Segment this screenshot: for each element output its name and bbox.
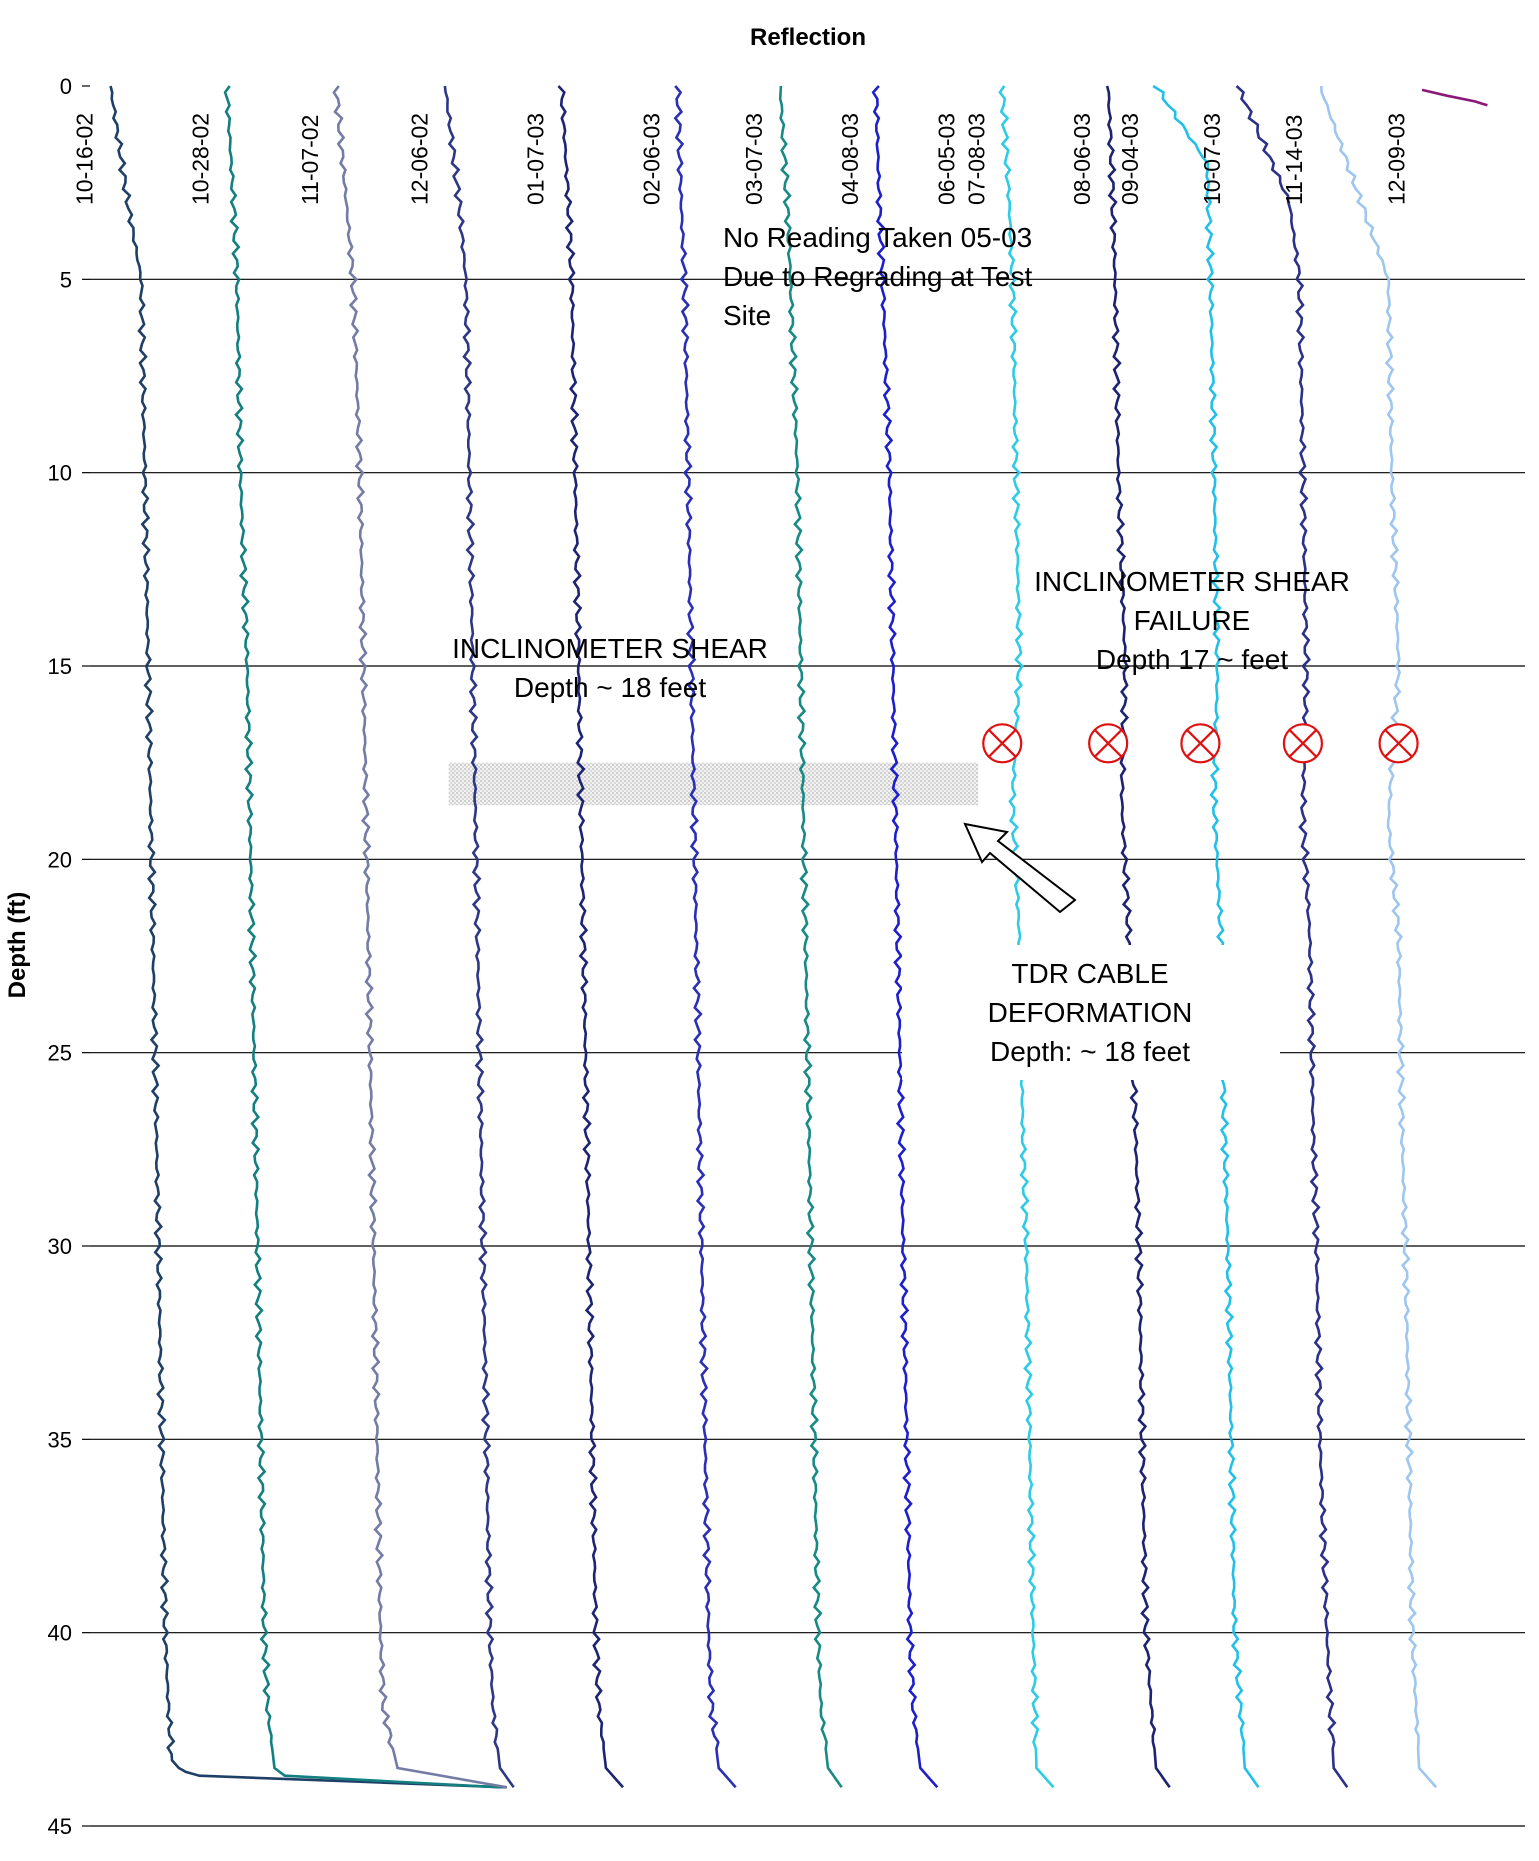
failure-marker-2 xyxy=(1088,723,1129,764)
y-tick-label-25: 25 xyxy=(48,1041,72,1066)
series-line-11-14-03 xyxy=(1320,85,1438,1789)
series-label-09-04-03: 09-04-03 xyxy=(1117,113,1143,205)
y-axis-ticks: 0 5 10 15 20 25 30 35 40 45 xyxy=(48,74,90,1839)
series-line-02-06-03 xyxy=(673,85,737,1789)
annotation-no-reading-line-2: Due to Regrading at Test xyxy=(723,261,1032,292)
series-line-03-07-03 xyxy=(778,85,843,1789)
annotation-inclinometer-shear-18: INCLINOMETER SHEAR Depth ~ 18 feet xyxy=(452,633,768,703)
series-labels: 10-16-02 10-28-02 11-07-02 12-06-02 01-07-03… xyxy=(72,113,1410,205)
annotation-no-reading-line-1: No Reading Taken 05-03 xyxy=(723,222,1032,253)
y-tick-label-20: 20 xyxy=(48,847,72,872)
annotation-shear-18-line-1: INCLINOMETER SHEAR xyxy=(452,633,768,664)
series-label-07-08-03: 07-08-03 xyxy=(963,113,989,205)
failure-marker-1 xyxy=(982,723,1023,764)
annotation-tdr-line-1: TDR CABLE xyxy=(1011,958,1168,989)
deformation-arrow xyxy=(963,822,1077,914)
y-tick-label-10: 10 xyxy=(48,461,72,486)
annotation-no-reading-line-3: Site xyxy=(723,300,771,331)
series-lines xyxy=(109,84,1488,1789)
y-tick-label-0: 0 xyxy=(60,74,72,99)
annotation-tdr-line-3: Depth: ~ 18 feet xyxy=(990,1036,1190,1067)
series-label-02-06-03: 02-06-03 xyxy=(639,113,665,205)
y-tick-label-35: 35 xyxy=(48,1427,72,1452)
y-tick-label-45: 45 xyxy=(48,1814,72,1839)
failure-marker-3 xyxy=(1180,723,1221,764)
y-tick-label-40: 40 xyxy=(48,1621,72,1646)
series-line-11-07-02 xyxy=(332,85,508,1789)
annotation-no-reading: No Reading Taken 05-03 Due to Regrading … xyxy=(723,222,1032,331)
failure-markers xyxy=(982,723,1419,764)
series-label-10-28-02: 10-28-02 xyxy=(188,113,214,205)
annotation-failure-17-line-2: FAILURE xyxy=(1134,605,1251,636)
series-label-extra: 06-05-03 xyxy=(933,113,959,205)
shear-zone-band xyxy=(448,762,979,806)
series-line-12-06-02 xyxy=(443,85,515,1789)
annotation-shear-18-line-2: Depth ~ 18 feet xyxy=(514,672,706,703)
series-label-01-07-03: 01-07-03 xyxy=(523,113,549,205)
annotation-tdr-background xyxy=(902,945,1280,1080)
annotation-inclinometer-failure-17: INCLINOMETER SHEAR FAILURE Depth 17 ~ fe… xyxy=(1034,566,1350,675)
series-line-10-28-02 xyxy=(223,85,501,1789)
annotation-failure-17-line-1: INCLINOMETER SHEAR xyxy=(1034,566,1350,597)
series-line-12-09-03 xyxy=(1421,88,1488,107)
annotation-failure-17-line-3: Depth 17 ~ feet xyxy=(1096,644,1288,675)
series-line-10-16-02 xyxy=(109,85,507,1789)
series-label-11-14-03: 11-14-03 xyxy=(1281,115,1307,205)
series-line-08-06-03 xyxy=(1105,85,1171,1789)
series-line-01-07-03 xyxy=(557,85,624,1789)
y-axis-label: Depth (ft) xyxy=(4,892,31,999)
shear-zone-rect xyxy=(448,762,979,806)
annotation-tdr-deformation: TDR CABLE DEFORMATION Depth: ~ 18 feet xyxy=(902,945,1280,1080)
series-label-03-07-03: 03-07-03 xyxy=(741,113,767,205)
series-label-10-16-02: 10-16-02 xyxy=(72,113,98,205)
y-tick-label-5: 5 xyxy=(60,267,72,292)
failure-marker-5 xyxy=(1378,723,1419,764)
series-label-12-06-02: 12-06-02 xyxy=(406,113,432,205)
series-label-04-08-03: 04-08-03 xyxy=(837,113,863,205)
series-line-10-07-03 xyxy=(1235,85,1349,1789)
series-line-07-08-03 xyxy=(998,85,1055,1789)
series-label-12-09-03: 12-09-03 xyxy=(1384,113,1410,205)
series-line-09-04-03 xyxy=(1152,84,1260,1789)
annotation-tdr-line-2: DEFORMATION xyxy=(988,997,1193,1028)
chart-title: Reflection xyxy=(750,24,866,51)
series-line-04-08-03 xyxy=(871,85,939,1789)
series-label-10-07-03: 10-07-03 xyxy=(1199,113,1225,205)
series-label-08-06-03: 08-06-03 xyxy=(1069,113,1095,205)
y-tick-label-30: 30 xyxy=(48,1234,72,1259)
series-label-11-07-02: 11-07-02 xyxy=(297,115,323,205)
y-tick-label-15: 15 xyxy=(48,654,72,679)
failure-marker-4 xyxy=(1282,723,1324,764)
